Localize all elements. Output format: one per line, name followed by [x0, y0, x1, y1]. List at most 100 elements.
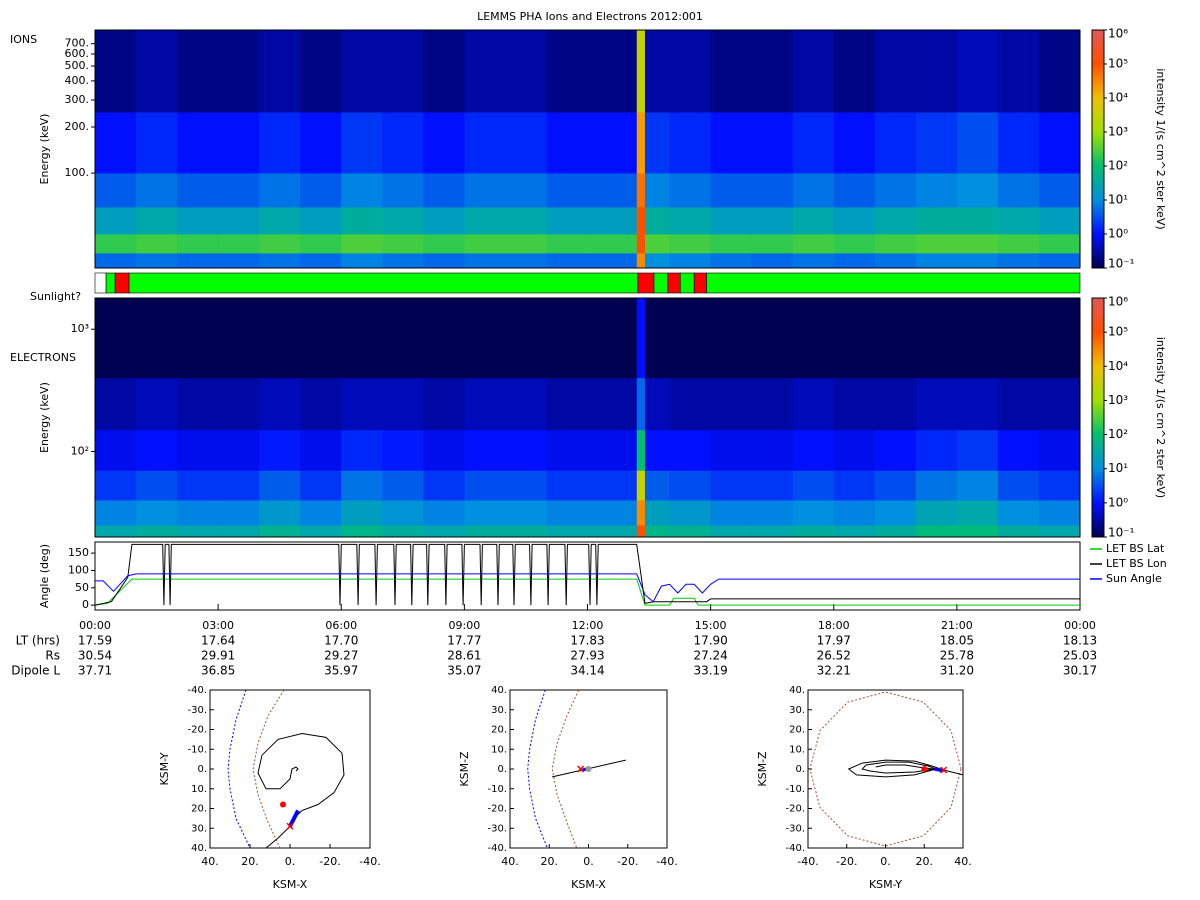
heatmap-cell [915, 112, 958, 174]
x-tick-label: 20. [241, 855, 259, 868]
heatmap-cell [997, 207, 1040, 235]
heatmap-cell [382, 234, 424, 254]
heatmap-cell [218, 500, 260, 526]
heatmap-cell [382, 377, 424, 431]
x-tick-label: -20. [617, 855, 638, 868]
plot-frame [94, 541, 1081, 611]
row-value: 18.05 [940, 634, 974, 648]
heatmap-cell [710, 525, 752, 538]
heatmap-cell [464, 470, 506, 501]
heatmap-cell [95, 470, 137, 501]
heatmap-cell [587, 377, 629, 431]
row-value: 33.19 [693, 664, 727, 678]
heatmap-cell [341, 30, 383, 113]
heatmap-cell [833, 429, 876, 471]
heatmap-cell [218, 429, 260, 471]
heatmap-cell [136, 253, 178, 269]
heatmap-cell [505, 207, 547, 235]
row-value: 25.78 [940, 649, 974, 663]
heatmap-cell [464, 234, 506, 254]
y-tick-label: 10. [191, 784, 207, 795]
row-value: 17.90 [693, 634, 727, 648]
heatmap-cell [1038, 525, 1081, 538]
colorbar-tick-label: 10⁰ [1108, 227, 1128, 241]
heatmap-cell [587, 253, 629, 269]
heatmap-cell [710, 30, 752, 113]
x-tick-label: 40. [201, 855, 219, 868]
heatmap-cell [751, 30, 794, 113]
heatmap-cell [1038, 429, 1081, 471]
heatmap-cell [644, 253, 670, 269]
heatmap-cell [177, 500, 219, 526]
heatmap-cell [587, 30, 629, 113]
heatmap-cell [874, 207, 917, 235]
heatmap-cell [1038, 298, 1081, 379]
heatmap-cell [546, 234, 588, 254]
heatmap-cell [464, 429, 506, 471]
heatmap-cell [259, 470, 301, 501]
heatmap-cell [710, 173, 752, 208]
heatmap-cell [710, 207, 752, 235]
heatmap-cell [300, 470, 342, 501]
heatmap-cell [956, 234, 999, 254]
x-tick-label: -40. [797, 855, 818, 868]
heatmap-cell [218, 112, 260, 174]
x-tick-label: 00:00 [79, 619, 111, 632]
heatmap-cell [341, 500, 383, 526]
heatmap-cell [751, 253, 794, 269]
y-tick-label: -10. [187, 744, 207, 755]
heatmap-cell [997, 377, 1040, 431]
orbit-curve [252, 690, 285, 848]
row-value: 18.13 [1063, 634, 1097, 648]
plot-frame [94, 29, 1081, 269]
y-tick-label: 0. [197, 764, 207, 775]
heatmap-cell [505, 30, 547, 113]
row-value: 26.52 [817, 649, 851, 663]
heatmap-cell [505, 234, 547, 254]
row-value: 29.27 [324, 649, 358, 663]
heatmap-cell [341, 470, 383, 501]
heatmap-cell [669, 377, 711, 431]
heatmap-cell [915, 298, 958, 379]
heatmap-cell [177, 470, 219, 501]
heatmap-cell [636, 377, 646, 431]
heatmap-cell [464, 112, 506, 174]
heatmap-cell [628, 253, 638, 269]
heatmap-cell [751, 234, 794, 254]
orbit-marker [286, 822, 294, 830]
x-tick-label: -20. [836, 855, 857, 868]
sunlight-segment [667, 272, 681, 294]
heatmap-cell [636, 207, 646, 235]
heatmap-cell [259, 377, 301, 431]
heatmap-cell [382, 112, 424, 174]
heatmap-cell [644, 500, 670, 526]
heatmap-cell [710, 470, 752, 501]
row-value: 30.17 [1063, 664, 1097, 678]
row-value: 34.14 [570, 664, 604, 678]
heatmap-cell [874, 30, 917, 113]
heatmap-cell [751, 470, 794, 501]
heatmap-cell [628, 470, 638, 501]
legend-label: LET BS Lat [1106, 542, 1165, 555]
orbit-marker [921, 766, 928, 772]
heatmap-cell [136, 207, 178, 235]
colorbar-tick-label: 10⁶ [1108, 27, 1128, 41]
heatmap-cell [505, 298, 547, 379]
heatmap-cell [218, 253, 260, 269]
heatmap-cell [259, 30, 301, 113]
heatmap-cell [546, 207, 588, 235]
colorbar-tick-label: 10³ [1108, 393, 1128, 407]
y-tick-label: 700. [65, 37, 90, 50]
heatmap-cell [136, 173, 178, 208]
x-axis-label: KSM-Y [869, 878, 902, 891]
heatmap-cell [1038, 112, 1081, 174]
heatmap-cell [628, 173, 638, 208]
y-tick-label: 200. [65, 120, 90, 133]
y-tick-label: -10. [785, 784, 805, 795]
heatmap-cell [833, 112, 876, 174]
heatmap-cell [382, 173, 424, 208]
row-value: 27.93 [570, 649, 604, 663]
heatmap-cell [628, 525, 638, 538]
heatmap-cell [1038, 470, 1081, 501]
